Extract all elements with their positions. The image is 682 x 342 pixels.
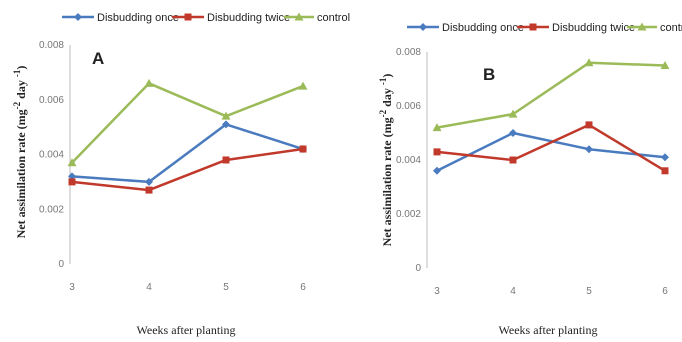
data-point-control	[298, 81, 308, 90]
legend-marker-control	[637, 22, 647, 31]
y-axis-title-superscript: -2	[378, 109, 388, 117]
series-line-control	[436, 61, 666, 129]
data-point-disbudding-twice	[145, 186, 153, 194]
x-tick-label: 5	[586, 286, 592, 297]
data-point-disbudding-twice	[68, 178, 76, 186]
data-point-control	[660, 61, 670, 69]
legend-marker-disbudding-twice	[184, 13, 192, 21]
x-tick-label: 4	[146, 282, 152, 293]
data-point-disbudding-once	[222, 120, 230, 129]
series-line-disbudding-once	[436, 131, 666, 172]
data-point-control	[221, 111, 231, 120]
y-axis-title-part: )	[14, 66, 28, 70]
y-tick-label: 0.002	[39, 204, 64, 215]
legend-marker-disbudding-once	[419, 23, 427, 31]
chart-panel-b: 0 0.002 0.004 0.006 0.008 3 4 5 6 Disbudding once…	[378, 22, 682, 337]
y-axis-title-part: day	[14, 77, 28, 102]
y-axis-title: Net assimilation rate (mg-2 day -1)	[12, 66, 28, 239]
data-point-disbudding-once	[661, 153, 669, 162]
legend-label-disbudding-once: Disbudding once	[97, 12, 179, 24]
data-point-disbudding-once	[585, 145, 593, 154]
series-line-disbudding-twice	[436, 123, 666, 172]
series-line-control	[71, 82, 304, 164]
y-axis-title-part: )	[380, 74, 394, 78]
x-tick-label: 6	[300, 282, 306, 293]
data-point-control	[584, 58, 594, 67]
y-axis-title-part: Net assimilation rate (mg	[380, 117, 394, 246]
data-point-disbudding-twice	[299, 145, 307, 153]
x-axis-title: Weeks after planting	[137, 323, 236, 337]
x-tick-label: 3	[69, 282, 75, 293]
series-line-disbudding-twice	[71, 147, 304, 192]
legend-marker-disbudding-twice	[529, 23, 537, 31]
legend-marker-control	[294, 12, 304, 21]
y-tick-label: 0.006	[396, 101, 421, 112]
y-tick-label: 0.004	[396, 155, 421, 166]
y-axis-title-part: day	[380, 85, 394, 110]
legend-label-control: control	[660, 22, 682, 34]
y-tick-label: 0.008	[39, 40, 64, 51]
data-point-control	[432, 123, 442, 132]
data-point-disbudding-once	[145, 177, 153, 186]
y-axis-title-superscript: -2	[12, 101, 22, 109]
y-axis-title: Net assimilation rate (mg-2 day -1)	[378, 74, 394, 247]
data-point-disbudding-twice	[509, 156, 517, 164]
legend-label-control: control	[317, 12, 350, 24]
x-tick-label: 5	[223, 282, 229, 293]
data-point-disbudding-once	[509, 129, 517, 137]
y-tick-label: 0.008	[396, 47, 421, 58]
data-point-control	[508, 109, 518, 118]
data-point-control	[144, 78, 154, 87]
data-point-disbudding-once	[433, 166, 441, 175]
y-tick-label: 0.004	[39, 150, 64, 161]
chart-panel-a: 0 0.002 0.004 0.006 0.008 3 4 5 6 Disbudding once…	[12, 12, 350, 337]
legend-marker-disbudding-once	[74, 13, 82, 21]
legend-label-disbudding-twice: Disbudding twice	[207, 12, 290, 24]
x-axis-title: Weeks after planting	[499, 323, 598, 337]
x-tick-label: 3	[434, 286, 440, 297]
legend-label-disbudding-once: Disbudding once	[442, 22, 524, 34]
x-tick-label: 4	[510, 286, 516, 297]
data-point-disbudding-twice	[433, 148, 441, 156]
y-axis-title-superscript: -1	[378, 77, 388, 85]
y-tick-label: 0	[58, 259, 64, 270]
panel-label: A	[92, 49, 104, 68]
y-axis-title-superscript: -1	[12, 69, 22, 77]
x-tick-label: 6	[662, 286, 668, 297]
y-tick-label: 0.002	[396, 209, 421, 220]
y-tick-label: 0	[415, 263, 421, 274]
data-point-disbudding-twice	[585, 121, 593, 129]
data-point-disbudding-twice	[222, 156, 230, 164]
y-tick-label: 0.006	[39, 95, 64, 106]
data-point-disbudding-twice	[661, 167, 669, 175]
legend-label-disbudding-twice: Disbudding twice	[552, 22, 635, 34]
panel-label: B	[483, 65, 495, 84]
series-line-disbudding-once	[71, 123, 304, 184]
data-point-control	[67, 158, 77, 167]
y-axis-title-part: Net assimilation rate (mg	[14, 109, 28, 238]
